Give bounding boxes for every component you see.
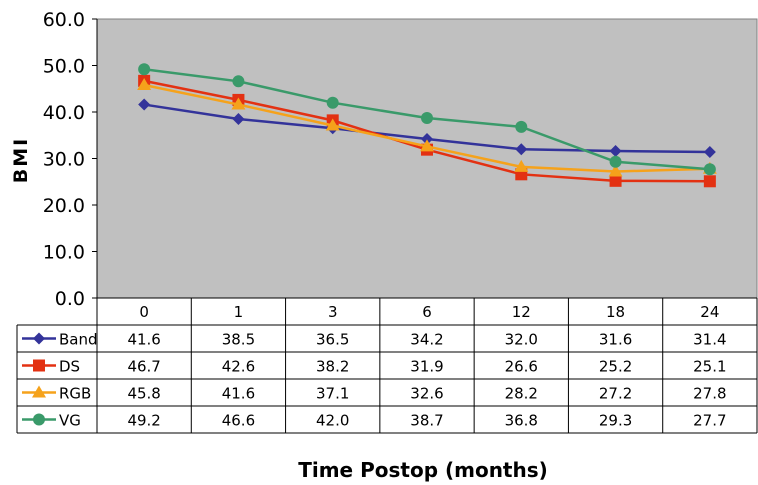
data-label: 41.6	[127, 331, 160, 349]
data-label: 46.6	[222, 412, 255, 430]
data-label: 29.3	[599, 412, 632, 430]
data-label: 42.0	[316, 412, 349, 430]
x-tick-label: 6	[422, 303, 432, 321]
data-label: 49.2	[127, 412, 160, 430]
data-label: 32.6	[410, 385, 443, 403]
legend-label: VG	[59, 412, 81, 430]
x-tick-label: 12	[512, 303, 531, 321]
y-axis-title: BMI	[10, 137, 32, 183]
data-label: 41.6	[222, 385, 255, 403]
data-point-rgb	[420, 139, 434, 152]
data-label: 45.8	[127, 385, 160, 403]
data-label: 42.6	[222, 358, 255, 376]
legend-key-marker	[33, 359, 45, 372]
data-point-band	[421, 132, 433, 145]
data-label: 31.4	[693, 331, 726, 349]
data-label: 34.2	[410, 331, 443, 349]
data-point-ds	[609, 174, 622, 187]
data-point-vg	[138, 63, 151, 76]
data-point-band	[609, 145, 622, 158]
legend-label: DS	[59, 358, 80, 376]
data-label: 38.7	[410, 412, 443, 430]
data-label: 36.5	[316, 331, 349, 349]
data-label: 38.2	[316, 358, 349, 376]
y-tick-label: 60.0	[43, 9, 85, 31]
data-label: 28.2	[505, 385, 538, 403]
data-label: 27.2	[599, 385, 632, 403]
x-tick-label: 24	[700, 303, 719, 321]
series-lines	[137, 63, 717, 188]
data-label: 27.7	[693, 412, 726, 430]
data-label: 37.1	[316, 385, 349, 403]
data-label: 31.9	[410, 358, 443, 376]
series-vg	[138, 63, 716, 176]
x-axis-title: Time Postop (months)	[298, 458, 548, 482]
data-point-band	[515, 143, 528, 156]
plot-area	[96, 18, 758, 299]
y-tick-label: 40.0	[43, 102, 85, 124]
data-label: 31.6	[599, 331, 632, 349]
x-tick-label: 1	[234, 303, 244, 321]
y-tick-label: 0.0	[55, 288, 85, 310]
y-axis: 0.0 10.0 20.0 30.0 40.0 50.0 60.0	[43, 9, 98, 310]
y-tick-label: 50.0	[43, 56, 85, 78]
data-point-vg	[515, 120, 528, 133]
data-label: 27.8	[693, 385, 726, 403]
data-label: 38.5	[222, 331, 255, 349]
data-label: 32.0	[505, 331, 538, 349]
data-point-vg	[326, 96, 339, 109]
x-tick-label: 3	[328, 303, 338, 321]
y-tick-label: 20.0	[43, 195, 85, 217]
data-label: 25.2	[599, 358, 632, 376]
legend-key-marker	[32, 385, 46, 398]
y-tick-label: 10.0	[43, 242, 85, 264]
data-point-vg	[609, 155, 622, 168]
legend-key-marker	[33, 413, 45, 426]
data-point-rgb	[137, 78, 152, 91]
y-tick-label: 30.0	[43, 149, 85, 171]
data-label: 25.1	[693, 358, 726, 376]
x-tick-label: 18	[606, 303, 625, 321]
data-point-rgb	[231, 97, 246, 110]
data-label: 46.7	[127, 358, 160, 376]
data-table: 0 1 3 6 12 18 24 Band 41.6 38.5 36.5 34.2 32.0 31.6 31…	[16, 297, 758, 434]
x-tick-label: 0	[139, 303, 149, 321]
data-point-rgb	[514, 159, 529, 172]
data-point-vg	[703, 163, 716, 176]
data-label: 26.6	[505, 358, 538, 376]
legend-label: RGB	[59, 385, 91, 403]
data-point-vg	[421, 112, 433, 125]
data-point-rgb	[325, 118, 340, 131]
data-point-vg	[232, 75, 245, 88]
data-point-band	[138, 98, 151, 111]
data-point-ds	[703, 175, 716, 188]
legend-label: Band	[59, 331, 98, 349]
data-label: 36.8	[505, 412, 538, 430]
data-point-band	[232, 112, 245, 125]
data-point-band	[703, 145, 716, 158]
data-point-rgb	[608, 164, 623, 177]
legend-key-marker	[33, 332, 45, 345]
